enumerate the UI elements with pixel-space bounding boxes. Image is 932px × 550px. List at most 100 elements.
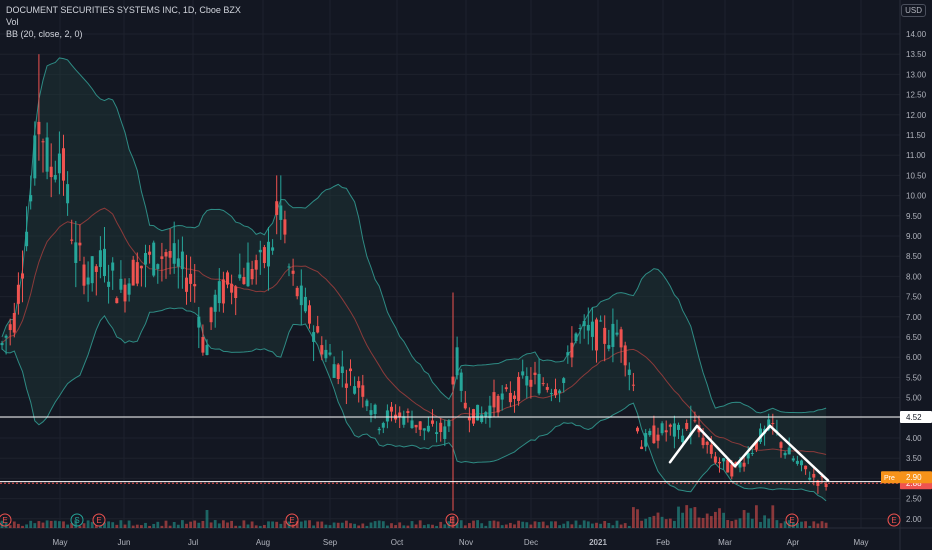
- candle-body[interactable]: [656, 434, 660, 441]
- candle-body[interactable]: [492, 392, 496, 408]
- candle-body[interactable]: [578, 328, 582, 330]
- candle-body[interactable]: [488, 405, 492, 419]
- candle-body[interactable]: [258, 249, 262, 253]
- candle-body[interactable]: [537, 373, 541, 394]
- candle-body[interactable]: [279, 205, 283, 220]
- candle-body[interactable]: [336, 364, 340, 380]
- candle-body[interactable]: [767, 419, 771, 430]
- candle-body[interactable]: [176, 258, 180, 267]
- candle-body[interactable]: [45, 137, 49, 172]
- candle-body[interactable]: [549, 393, 553, 395]
- candle-body[interactable]: [693, 420, 697, 422]
- candle-body[interactable]: [70, 239, 74, 241]
- candle-body[interactable]: [754, 440, 758, 450]
- candle-body[interactable]: [324, 349, 328, 359]
- candle-body[interactable]: [615, 332, 619, 335]
- bollinger-legend[interactable]: BB (20, close, 2, 0): [6, 29, 83, 39]
- candle-body[interactable]: [599, 320, 603, 322]
- candle-body[interactable]: [500, 393, 504, 400]
- candle-body[interactable]: [148, 251, 152, 255]
- candle-body[interactable]: [340, 366, 344, 374]
- candle-body[interactable]: [123, 284, 127, 302]
- candle-body[interactable]: [29, 195, 33, 202]
- candle-body[interactable]: [287, 266, 291, 268]
- candle-body[interactable]: [496, 395, 500, 413]
- candle-body[interactable]: [586, 324, 590, 331]
- candle-body[interactable]: [21, 273, 24, 279]
- candle-body[interactable]: [103, 248, 106, 277]
- candle-body[interactable]: [139, 265, 143, 269]
- candle-body[interactable]: [365, 400, 369, 407]
- candle-body[interactable]: [705, 441, 709, 445]
- candle-body[interactable]: [193, 284, 197, 287]
- candle-body[interactable]: [185, 277, 188, 292]
- candle-body[interactable]: [283, 219, 287, 235]
- candle-body[interactable]: [742, 462, 746, 467]
- candle-body[interactable]: [476, 404, 480, 421]
- candle-body[interactable]: [746, 453, 750, 459]
- candle-body[interactable]: [431, 420, 434, 424]
- candle-body[interactable]: [525, 376, 529, 386]
- candle-body[interactable]: [664, 430, 668, 433]
- candle-body[interactable]: [467, 417, 471, 421]
- candle-body[interactable]: [267, 241, 270, 267]
- candle-body[interactable]: [271, 247, 275, 251]
- candle-body[interactable]: [111, 262, 115, 271]
- candle-body[interactable]: [144, 253, 147, 265]
- candle-body[interactable]: [57, 153, 61, 174]
- candle-body[interactable]: [390, 406, 393, 412]
- candle-body[interactable]: [504, 387, 508, 390]
- candle-body[interactable]: [349, 368, 352, 372]
- candle-body[interactable]: [713, 456, 717, 463]
- candle-body[interactable]: [570, 342, 574, 358]
- candle-body[interactable]: [545, 387, 549, 390]
- candle-body[interactable]: [439, 422, 443, 433]
- candle-body[interactable]: [595, 319, 598, 351]
- candle-body[interactable]: [582, 321, 586, 327]
- candle-body[interactable]: [135, 262, 139, 284]
- candle-body[interactable]: [8, 324, 12, 331]
- candle-body[interactable]: [529, 379, 533, 387]
- candle-body[interactable]: [373, 404, 377, 415]
- candle-body[interactable]: [398, 412, 402, 417]
- candle-body[interactable]: [180, 251, 184, 270]
- candle-body[interactable]: [521, 371, 525, 376]
- candle-body[interactable]: [246, 262, 250, 287]
- candle-body[interactable]: [402, 416, 406, 425]
- candle-body[interactable]: [254, 260, 258, 270]
- candle-body[interactable]: [660, 423, 664, 434]
- candle-body[interactable]: [730, 464, 734, 477]
- earnings-event-marker[interactable]: [445, 513, 459, 527]
- candle-body[interactable]: [435, 432, 439, 434]
- candle-body[interactable]: [459, 372, 463, 391]
- candle-body[interactable]: [299, 285, 303, 306]
- candle-body[interactable]: [623, 345, 627, 366]
- candle-body[interactable]: [824, 483, 828, 488]
- candle-body[interactable]: [455, 347, 459, 376]
- candle-body[interactable]: [197, 316, 201, 328]
- candle-body[interactable]: [82, 264, 86, 286]
- candle-body[interactable]: [508, 392, 512, 403]
- candle-body[interactable]: [131, 259, 135, 286]
- candle-body[interactable]: [320, 345, 324, 355]
- split-event-marker[interactable]: [70, 513, 84, 527]
- candle-body[interactable]: [86, 277, 90, 285]
- candle-body[interactable]: [677, 424, 680, 430]
- candle-body[interactable]: [234, 286, 238, 299]
- candle-body[interactable]: [115, 298, 119, 304]
- candle-body[interactable]: [533, 372, 537, 375]
- candle-body[interactable]: [611, 323, 615, 347]
- candle-body[interactable]: [619, 329, 623, 348]
- candle-body[interactable]: [750, 452, 754, 454]
- candle-body[interactable]: [37, 121, 41, 135]
- candle-body[interactable]: [644, 433, 648, 447]
- candle-body[interactable]: [566, 352, 570, 356]
- candle-body[interactable]: [312, 332, 316, 342]
- candle-body[interactable]: [4, 335, 8, 338]
- candle-body[interactable]: [275, 201, 279, 215]
- candle-body[interactable]: [607, 345, 611, 349]
- candle-body[interactable]: [517, 376, 521, 401]
- candle-body[interactable]: [709, 444, 713, 454]
- candle-body[interactable]: [685, 422, 689, 429]
- candle-body[interactable]: [332, 364, 336, 378]
